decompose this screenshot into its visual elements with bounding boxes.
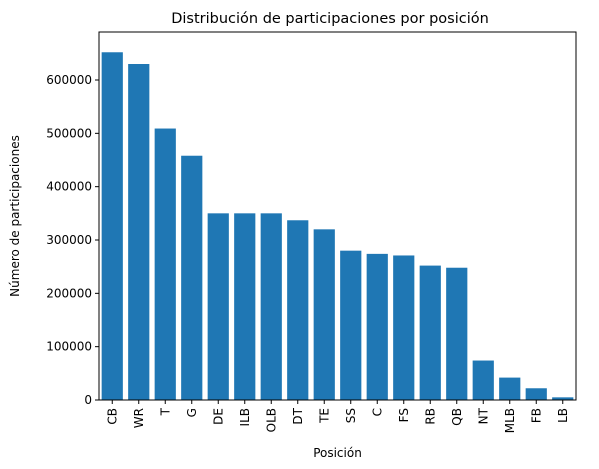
y-axis-title: Número de participaciones: [8, 135, 22, 297]
x-tick-label: QB: [450, 408, 464, 426]
x-tick-label: RB: [423, 408, 437, 425]
bar-wr: [128, 64, 150, 400]
x-tick-label: FB: [529, 408, 543, 423]
bar-fs: [393, 255, 415, 400]
bar-lb: [552, 397, 574, 400]
x-tick-label: ILB: [238, 408, 252, 426]
bar-cb: [101, 52, 123, 401]
x-axis: CB WR T G DE ILB OLB DT TE SS C FS RB QB NT MLB FB LB: [105, 400, 570, 433]
y-tick-label: 300000: [46, 233, 92, 247]
x-tick-label: OLB: [264, 408, 278, 432]
bar-ss: [340, 250, 362, 400]
bar-mlb: [499, 377, 521, 400]
bar-t: [154, 128, 176, 401]
x-tick-label: DT: [291, 407, 305, 424]
bar-nt: [472, 360, 494, 400]
x-tick-label: FS: [397, 408, 411, 422]
y-tick-label: 400000: [46, 180, 92, 194]
bar-olb: [260, 213, 282, 400]
y-axis: 0 100000 200000 300000 400000 500000 600000: [46, 73, 99, 407]
plot-frame: [98, 31, 577, 401]
x-tick-label: CB: [105, 408, 119, 425]
y-tick-label: 500000: [46, 126, 92, 140]
x-tick-label: DE: [211, 408, 225, 425]
bar-ilb: [234, 213, 256, 400]
x-tick-label: NT: [476, 407, 490, 424]
y-tick-label: 200000: [46, 286, 92, 300]
x-tick-label: TE: [317, 408, 331, 424]
y-tick-label: 0: [84, 393, 92, 407]
x-tick-label: WR: [132, 408, 146, 428]
bar-de: [207, 213, 229, 400]
chart-title: Distribución de participaciones por posi…: [171, 11, 489, 27]
bars-group: [101, 52, 574, 401]
y-tick-label: 100000: [46, 340, 92, 354]
x-tick-label: T: [158, 407, 172, 416]
y-tick-label: 600000: [46, 73, 92, 87]
x-axis-title: Posición: [313, 446, 362, 460]
x-tick-label: MLB: [503, 408, 517, 433]
x-tick-label: C: [370, 408, 384, 416]
bar-qb: [446, 267, 468, 400]
bar-dt: [287, 220, 309, 400]
bar-g: [181, 155, 203, 400]
bar-rb: [419, 265, 441, 400]
bar-c: [366, 253, 388, 400]
x-tick-label: LB: [556, 408, 570, 423]
bar-fb: [525, 388, 547, 400]
x-tick-label: SS: [344, 408, 358, 423]
x-tick-label: G: [185, 408, 199, 417]
bar-te: [313, 229, 335, 400]
